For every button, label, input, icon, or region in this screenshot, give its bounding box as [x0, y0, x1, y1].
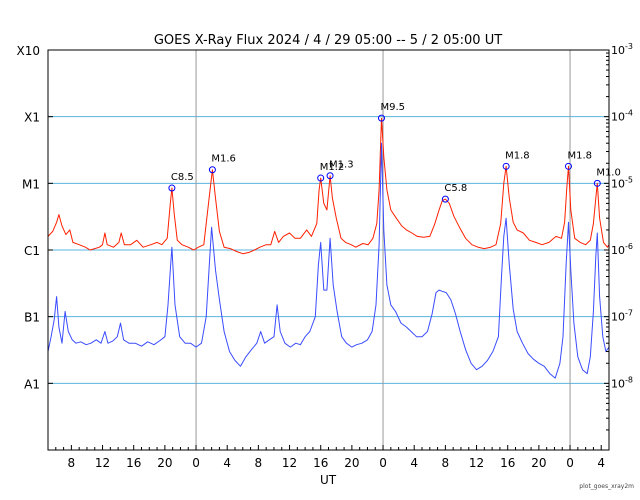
y-tick-label: X10: [17, 44, 41, 58]
x-tick-label: 0: [192, 456, 200, 470]
flare-peak-marker: [168, 184, 176, 192]
x-tick-label: 12: [95, 456, 110, 470]
y-tick-label: A1: [24, 377, 40, 391]
x-tick-label: 20: [531, 456, 546, 470]
flare-peak-marker: [564, 162, 572, 170]
x-tick-label: 20: [157, 456, 172, 470]
x-tick-label: 0: [566, 456, 574, 470]
x-tick-label: 16: [126, 456, 141, 470]
series-line-2: [47, 142, 610, 379]
x-axis-label: UT: [320, 473, 337, 487]
flare-label: M9.5: [380, 102, 405, 113]
y-right-tick-label: 10-5: [611, 175, 633, 190]
flare-peak-marker: [502, 162, 510, 170]
y-right-tick-label: 10-8: [611, 375, 633, 390]
flare-label: C8.5: [171, 172, 194, 183]
x-tick-label: 8: [442, 456, 450, 470]
y-tick-label: M1: [22, 177, 40, 191]
footer-label: plot_goes_xray2m: [579, 483, 634, 490]
flare-peak-marker: [593, 179, 601, 187]
axis-layer: 8 12 16 20 0 4 8 12 16 20 0 4 8 12 16 20 0 4 X10 X1 M1 C1 B1 A1…: [17, 42, 633, 470]
flare-peak-marker: [317, 174, 325, 182]
x-tick-label: 12: [469, 456, 484, 470]
y-right-tick-label: 10-4: [611, 109, 633, 124]
chart-title: GOES X-Ray Flux 2024 / 4 / 29 05:00 -- 5…: [154, 33, 502, 48]
flare-label: M1.2: [320, 162, 345, 173]
flare-label: M1.6: [211, 154, 236, 165]
series-layer: [47, 117, 610, 379]
flare-label: M1.8: [567, 150, 592, 161]
series-line-1: [47, 117, 610, 255]
flare-peak-marker: [208, 166, 216, 174]
flare-peak-marker: [441, 195, 449, 203]
y-right-tick-label: 10-7: [611, 309, 633, 324]
x-tick-label: 20: [344, 456, 359, 470]
x-tick-label: 4: [410, 456, 418, 470]
flare-peak-marker: [326, 172, 334, 180]
y-tick-label: C1: [24, 244, 40, 258]
x-tick-label: 4: [223, 456, 231, 470]
flare-label: C5.8: [444, 183, 467, 194]
y-right-tick-label: 10-3: [611, 42, 633, 57]
x-tick-label: 16: [500, 456, 515, 470]
grid-layer: [48, 50, 609, 450]
y-tick-label: X1: [24, 111, 40, 125]
x-tick-label: 12: [282, 456, 297, 470]
x-tick-label: 8: [68, 456, 76, 470]
flare-label: M1.8: [505, 150, 530, 161]
flare-peak-marker: [377, 114, 385, 122]
flare-label: M1.3: [329, 160, 354, 171]
x-tick-label: 8: [255, 456, 263, 470]
x-tick-label: 4: [597, 456, 605, 470]
y-right-tick-label: 10-6: [611, 242, 633, 257]
x-tick-label: 16: [313, 456, 328, 470]
y-tick-label: B1: [24, 311, 40, 325]
x-tick-label: 0: [379, 456, 387, 470]
